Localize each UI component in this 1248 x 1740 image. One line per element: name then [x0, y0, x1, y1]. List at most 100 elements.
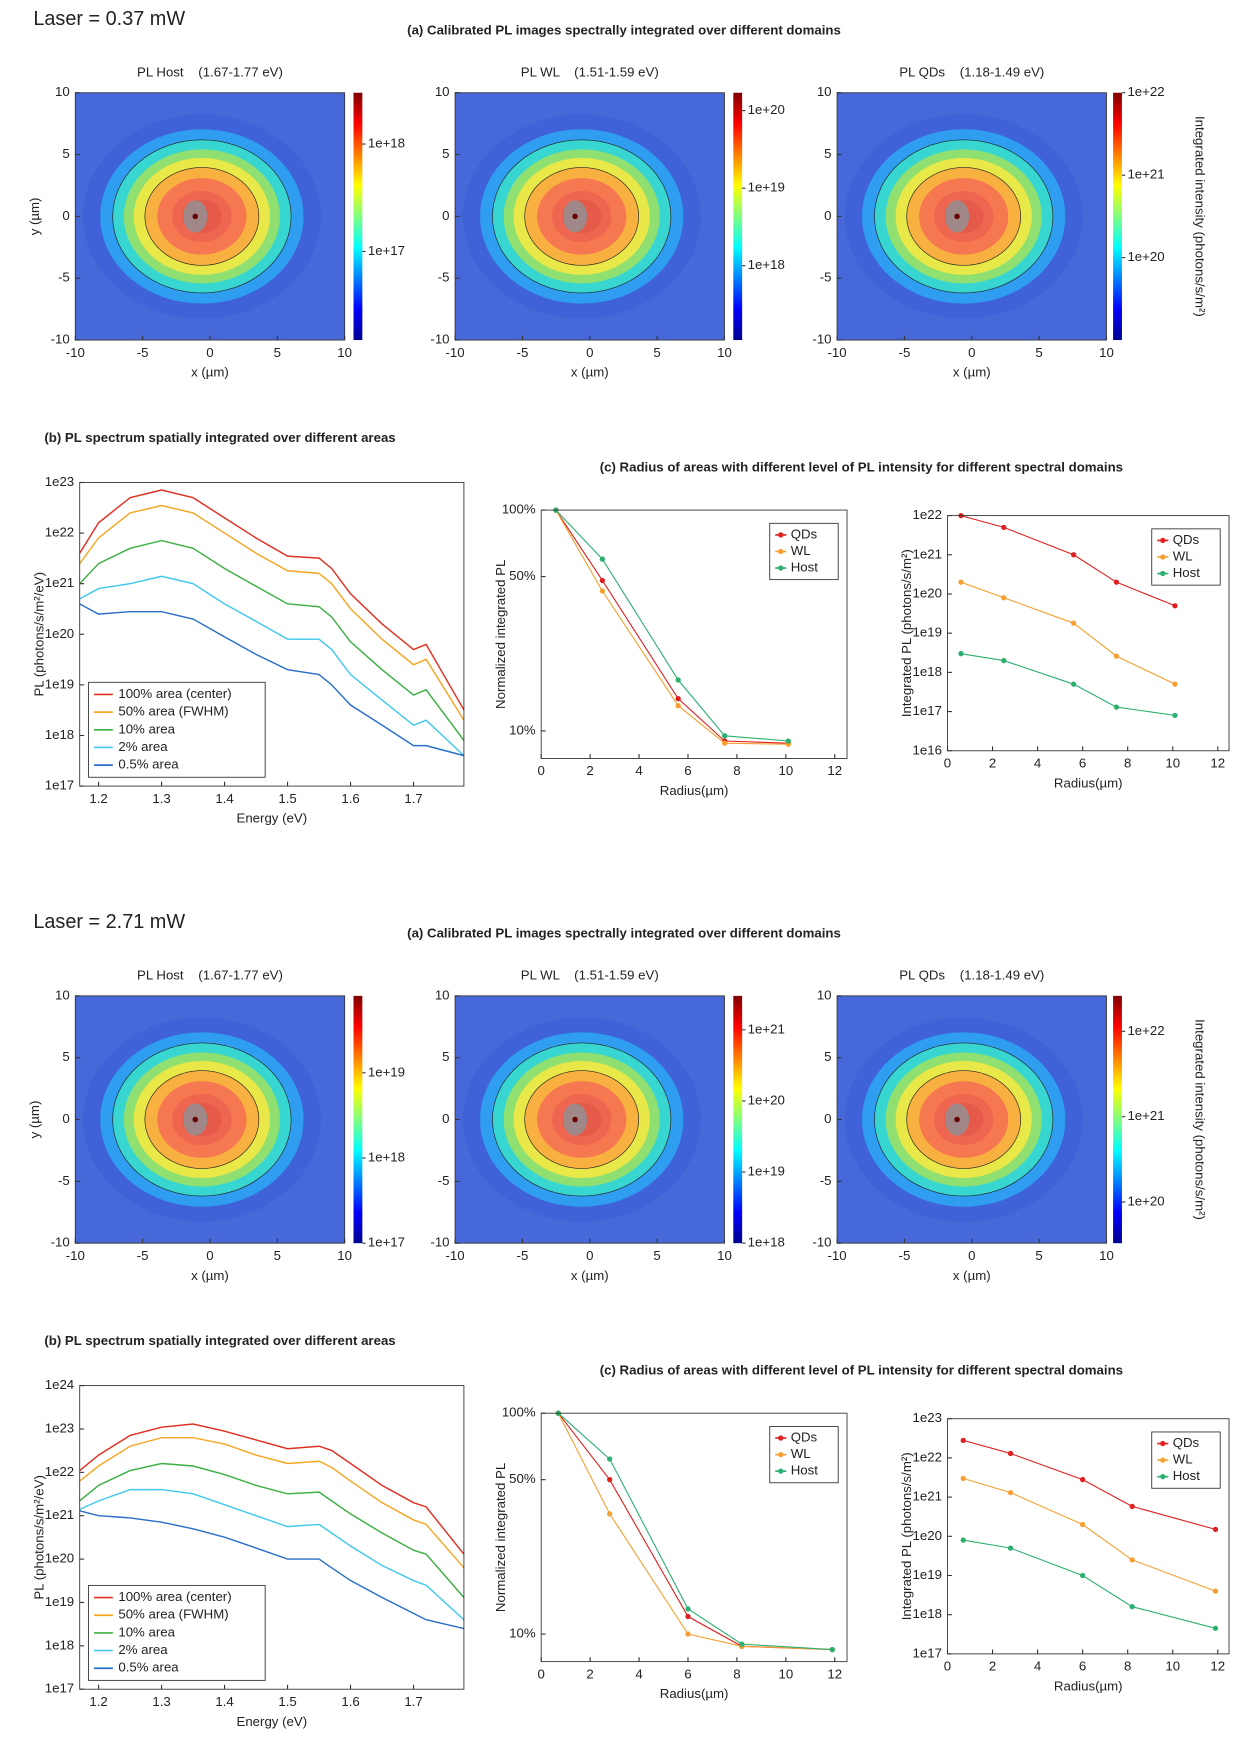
y-tick-label: 1e22	[45, 1464, 74, 1479]
x-tick-label: 1.2	[89, 1694, 107, 1709]
x-tick-label: 0	[968, 345, 975, 360]
data-point	[607, 1511, 613, 1517]
x-axis-label: Radius(µm)	[1054, 1679, 1123, 1694]
y-tick-label: 1e19	[913, 1567, 942, 1582]
legend-marker	[1160, 570, 1166, 577]
heatmap-image	[837, 92, 1107, 341]
y-tick-label: -5	[58, 1173, 70, 1188]
legend-marker	[778, 1435, 784, 1441]
data-point	[1079, 1572, 1086, 1579]
x-tick-label: -10	[828, 345, 847, 360]
x-tick-label: 2	[586, 1666, 593, 1681]
legend-label: 100% area (center)	[118, 1589, 231, 1604]
y-tick-label: -5	[438, 1173, 450, 1188]
y-tick-label: 1e21	[45, 1507, 74, 1522]
y-tick-label: 1e23	[45, 1420, 74, 1435]
colorbar-tick-label: 1e+22	[1127, 1023, 1164, 1038]
x-tick-label: 1.4	[215, 791, 233, 806]
x-tick-label: 2	[989, 756, 996, 771]
y-tick-label: -10	[430, 332, 449, 347]
colorbar-tick-label: 1e+18	[748, 257, 785, 272]
legend-marker	[778, 548, 784, 555]
series-line	[79, 1423, 465, 1555]
y-tick-label: 1e16	[913, 742, 942, 757]
colorbar-tick-label: 1e+19	[748, 180, 785, 195]
y-tick-label: -10	[812, 1235, 831, 1250]
data-point	[1007, 1545, 1014, 1551]
data-point	[1079, 1521, 1086, 1528]
x-axis-label: x (µm)	[571, 365, 609, 380]
y-tick-label: 10	[817, 987, 832, 1002]
data-point	[1212, 1625, 1219, 1631]
x-tick-label: -10	[446, 1248, 465, 1263]
colorbar-tick-label: 1e+20	[1127, 249, 1164, 264]
y-tick-label: 1e18	[45, 727, 74, 742]
x-tick-label: 0	[206, 345, 213, 360]
data-point	[685, 1606, 691, 1612]
legend-marker	[778, 1451, 784, 1458]
x-axis-label: Radius(µm)	[660, 783, 729, 798]
legend-box	[88, 681, 266, 778]
heatmap-image	[75, 92, 345, 341]
y-tick-label: -5	[820, 270, 832, 285]
colorbar	[733, 92, 743, 341]
colorbar-tick-label: 1e+17	[368, 243, 405, 258]
y-tick-label: 0	[62, 208, 69, 223]
y-axis-label: Normalized integrated PL	[493, 560, 508, 709]
legend-marker	[778, 1468, 784, 1474]
x-tick-label: 1.6	[341, 791, 359, 806]
data-point	[1001, 657, 1007, 664]
data-point	[1113, 704, 1120, 710]
x-axis-label: x (µm)	[191, 1268, 229, 1283]
colorbar-tick-label: 1e+21	[1127, 1108, 1164, 1123]
x-tick-label: 6	[684, 1666, 691, 1681]
x-tick-label: 0	[944, 1659, 951, 1674]
x-tick-label: -10	[446, 345, 465, 360]
x-tick-label: 0	[538, 1666, 545, 1681]
legend-label: WL	[791, 543, 811, 558]
x-tick-label: 2	[586, 763, 593, 778]
x-tick-label: 2	[989, 1659, 996, 1674]
colorbar	[1113, 995, 1122, 1244]
y-tick-label: 10	[817, 84, 832, 99]
x-tick-label: 5	[274, 1248, 281, 1263]
x-tick-label: 1.7	[404, 791, 422, 806]
data-point	[1113, 579, 1120, 585]
legend-marker	[1160, 1474, 1166, 1480]
y-tick-label: 1e19	[913, 625, 942, 640]
series-line	[79, 539, 465, 741]
x-tick-label: 10	[337, 1248, 352, 1263]
x-tick-label: 8	[1124, 756, 1131, 771]
x-tick-label: 10	[778, 763, 793, 778]
x-tick-label: -10	[66, 1248, 85, 1263]
y-tick-label: 1e23	[45, 474, 74, 489]
colorbar-tick-label: 1e+20	[1127, 1194, 1164, 1209]
colorbar-tick-label: 1e+18	[748, 1235, 785, 1250]
data-point	[675, 677, 681, 683]
legend-label: 2% area	[118, 739, 168, 754]
y-tick-label: 1e23	[913, 1410, 942, 1425]
data-point	[960, 1537, 966, 1543]
heading: (b) PL spectrum spatially integrated ove…	[44, 1333, 395, 1348]
x-axis-label: Energy (eV)	[236, 1714, 307, 1729]
x-tick-label: 0	[968, 1248, 975, 1263]
x-axis-label: x (µm)	[191, 365, 229, 380]
x-tick-label: 10	[337, 345, 352, 360]
y-axis-label: Normalized integrated PL	[493, 1463, 508, 1612]
y-tick-label: 50%	[509, 568, 536, 583]
colorbar-tick-label: 1e+19	[748, 1164, 785, 1179]
heatmap-image	[455, 92, 725, 341]
series-line	[79, 504, 465, 721]
x-tick-label: 12	[1210, 1659, 1225, 1674]
data-point	[785, 738, 791, 744]
colorbar-tick-label: 1e+21	[748, 1021, 785, 1036]
y-tick-label: 5	[824, 146, 831, 161]
colorbar	[733, 995, 743, 1244]
y-tick-label: 1e20	[45, 1551, 74, 1566]
x-tick-label: -5	[899, 345, 911, 360]
heatmap-title: PL Host (1.67-1.77 eV)	[137, 967, 283, 982]
legend-label: Host	[791, 1463, 819, 1478]
x-tick-label: 5	[653, 1248, 660, 1263]
hotspot-center	[954, 1116, 960, 1123]
y-tick-label: 1e21	[913, 546, 942, 561]
